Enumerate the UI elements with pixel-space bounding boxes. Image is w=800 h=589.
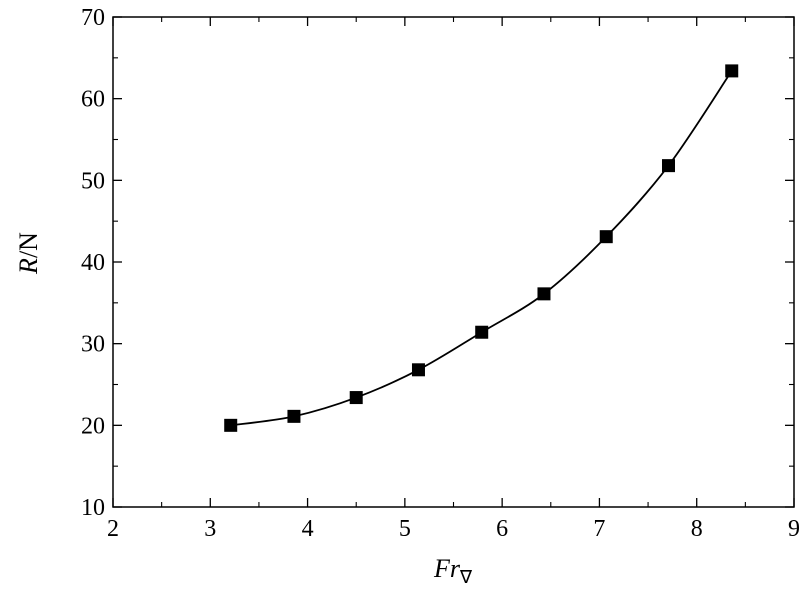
y-axis-label-italic: R [14, 258, 43, 275]
series-layer [224, 64, 739, 432]
data-point [725, 64, 739, 78]
y-tick-label: 20 [81, 413, 105, 439]
y-tick-label: 50 [81, 168, 105, 194]
y-tick-label: 40 [81, 250, 105, 276]
tick-labels: 2 3 4 5 6 7 8 9 10 20 30 40 50 60 70 [81, 5, 800, 542]
data-point [662, 159, 676, 173]
data-point [224, 418, 238, 432]
x-tick-label: 6 [496, 516, 508, 542]
y-tick-label: 70 [81, 5, 105, 31]
y-axis-label: R/N [14, 232, 43, 275]
x-tick-label: 7 [593, 516, 605, 542]
x-tick-label: 3 [204, 516, 216, 542]
x-tick-label: 8 [691, 516, 703, 542]
x-axis-label-main: Fr [433, 554, 461, 583]
y-tick-label: 10 [81, 495, 105, 521]
y-axis-label-rest: /N [14, 232, 43, 258]
axis-ticks [112, 16, 795, 508]
x-tick-label: 5 [399, 516, 411, 542]
data-point [475, 325, 489, 339]
plot-frame [112, 16, 795, 508]
data-point [537, 287, 551, 301]
x-tick-label: 4 [302, 516, 314, 542]
x-axis-label-subscript: ∇ [459, 567, 473, 587]
y-tick-label: 30 [81, 332, 105, 358]
x-tick-label: 2 [107, 516, 119, 542]
x-tick-label: 9 [788, 516, 800, 542]
data-point [287, 409, 301, 423]
series-line [230, 70, 733, 427]
data-point [349, 391, 363, 405]
data-point [411, 363, 425, 377]
x-axis-label: Fr∇ [433, 554, 473, 587]
y-tick-label: 60 [81, 87, 105, 113]
data-point [599, 230, 613, 244]
